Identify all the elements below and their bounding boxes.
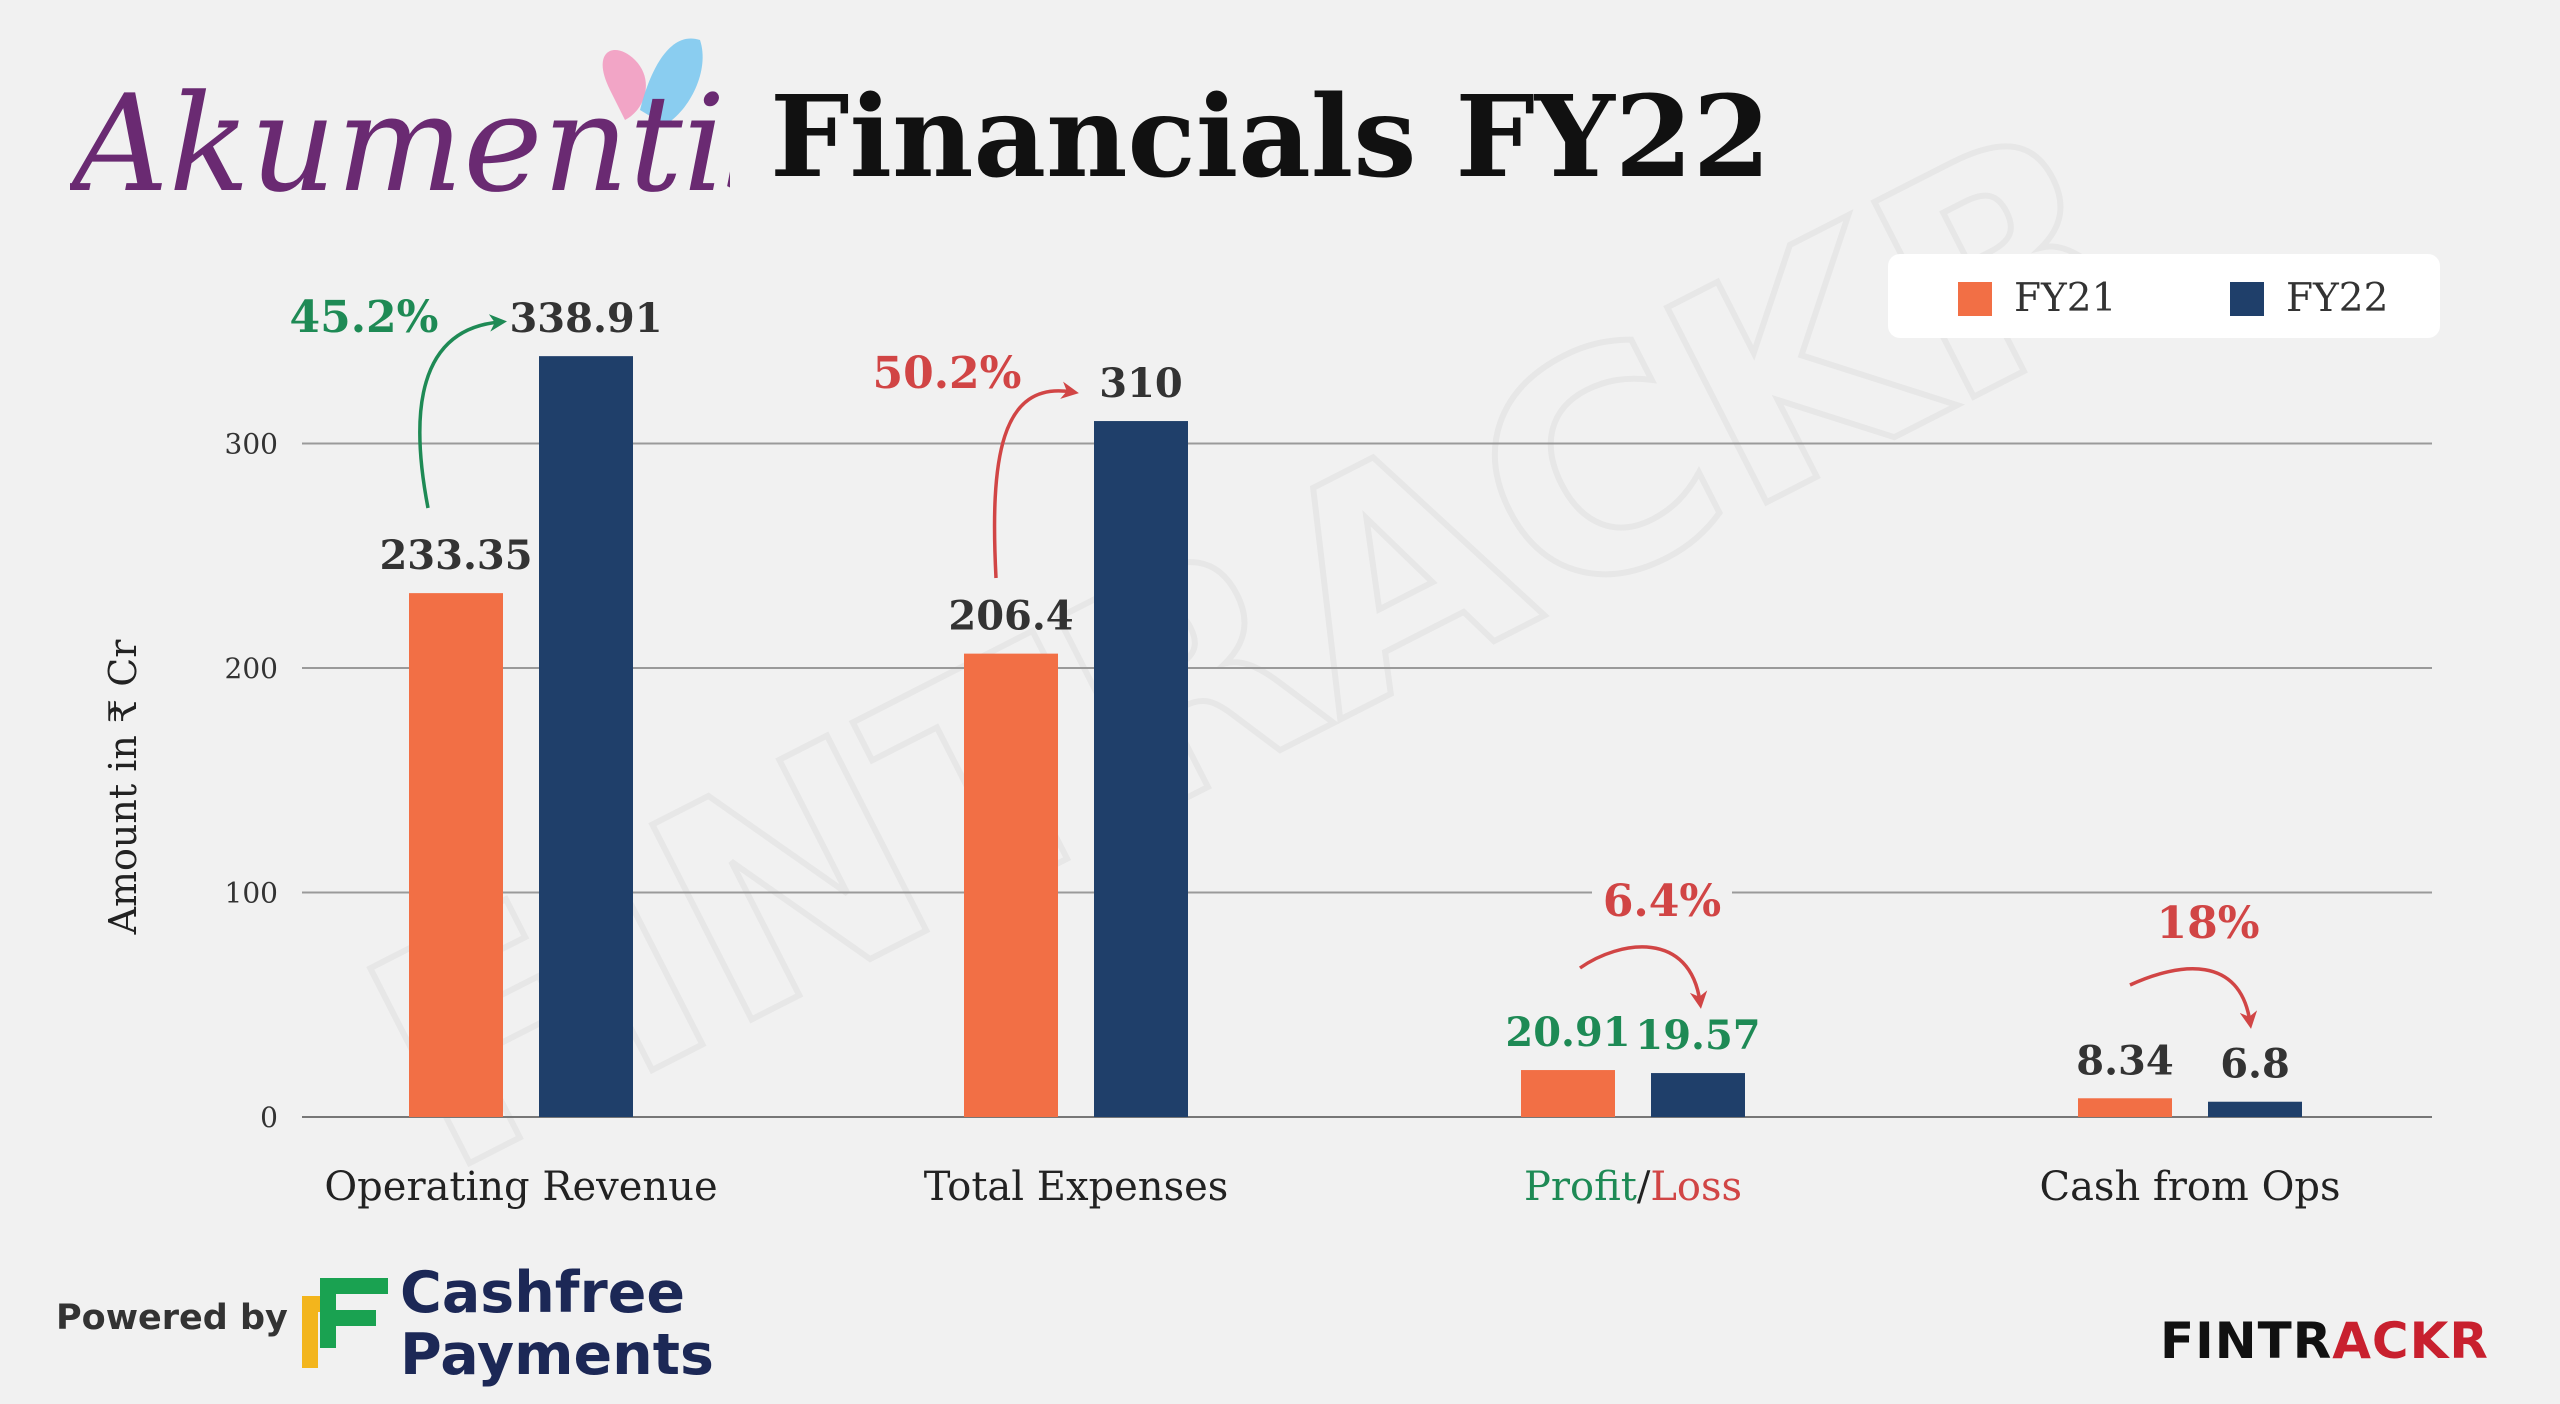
category-label: Cash from Ops [2039, 1164, 2340, 1210]
bar-fy21 [2078, 1098, 2172, 1117]
fintrackr-logo: FINTRACKR [2160, 1316, 2489, 1366]
data-label: 338.91 [509, 295, 662, 342]
change-arrow [2129, 967, 2258, 1029]
y-tick-label: 300 [225, 428, 278, 461]
y-tick-label: 0 [260, 1101, 278, 1134]
legend-label-fy21: FY21 [2014, 276, 2117, 321]
y-axis-label: Amount in ₹ Cr [101, 639, 145, 936]
legend-item-fy22: FY22 [2230, 276, 2388, 321]
cashfree-logo-icon [302, 1278, 388, 1368]
change-arrow [992, 381, 1079, 579]
change-label: 18% [2156, 898, 2259, 949]
category-label: Total Expenses [924, 1164, 1229, 1210]
data-label: 19.57 [1635, 1012, 1760, 1059]
data-label: 310 [1099, 360, 1183, 407]
data-labels: 233.35 206.4 20.91 8.34 338.91 310 19.57 6.8 [379, 295, 2289, 1088]
data-label: 20.91 [1505, 1009, 1630, 1056]
change-arrows: 45.2% 50.2% 6.4% 18% [290, 292, 2260, 1029]
y-tick-labels: 0 100 200 300 [225, 428, 278, 1135]
legend-item-fy21: FY21 [1958, 276, 2116, 321]
change-label: 6.4% [1603, 876, 1721, 927]
bar-fy22 [2208, 1101, 2302, 1117]
change-arrow [418, 314, 507, 509]
category-labels: Operating Revenue Total Expenses Profit/Lo… [324, 1164, 2340, 1210]
y-tick-label: 200 [225, 652, 278, 685]
y-tick-label: 100 [225, 877, 278, 910]
bar-fy22 [1651, 1073, 1745, 1117]
logo-text: Akumentis [70, 66, 730, 220]
bar-fy21 [409, 593, 503, 1117]
data-label: 233.35 [379, 532, 532, 579]
legend-swatch-fy22 [2230, 281, 2264, 316]
bar-fy21 [964, 653, 1058, 1117]
change-label: 50.2% [873, 348, 1022, 399]
category-label: Operating Revenue [324, 1164, 717, 1210]
bars [409, 356, 2302, 1117]
fintrackr-part2: ACKR [2332, 1312, 2489, 1370]
data-label: 206.4 [948, 593, 1073, 640]
change-arrow [1578, 945, 1708, 1009]
data-label: 8.34 [2076, 1037, 2173, 1084]
bar-fy21 [1521, 1070, 1615, 1117]
category-label-part: / [1637, 1164, 1651, 1210]
data-label: 6.8 [2220, 1041, 2290, 1088]
legend-label-fy22: FY22 [2286, 276, 2389, 321]
gridlines [302, 442, 2432, 1118]
cashfree-line1: Cashfree [400, 1260, 686, 1326]
change-label: 45.2% [290, 292, 439, 343]
fintrackr-part1: FINTR [2160, 1312, 2333, 1370]
powered-by-text: Powered by [56, 1298, 288, 1338]
category-label-part: Profit [1524, 1164, 1637, 1210]
cashfree-wordmark: Cashfree Payments [400, 1262, 714, 1386]
page-title: Financials FY22 [770, 72, 1771, 203]
legend-swatch-fy21 [1958, 281, 1992, 316]
change-label-bg [1592, 872, 1732, 928]
butterfly-icon [602, 38, 703, 125]
bar-fy22 [539, 356, 633, 1117]
category-label-profit-loss: Profit/Loss [1524, 1164, 1742, 1210]
legend: FY21 FY22 [1888, 254, 2440, 338]
akumentis-logo: Akumentis [70, 38, 730, 220]
bar-fy22 [1094, 421, 1188, 1117]
category-label-part: Loss [1650, 1164, 1742, 1210]
cashfree-line2: Payments [400, 1322, 714, 1388]
